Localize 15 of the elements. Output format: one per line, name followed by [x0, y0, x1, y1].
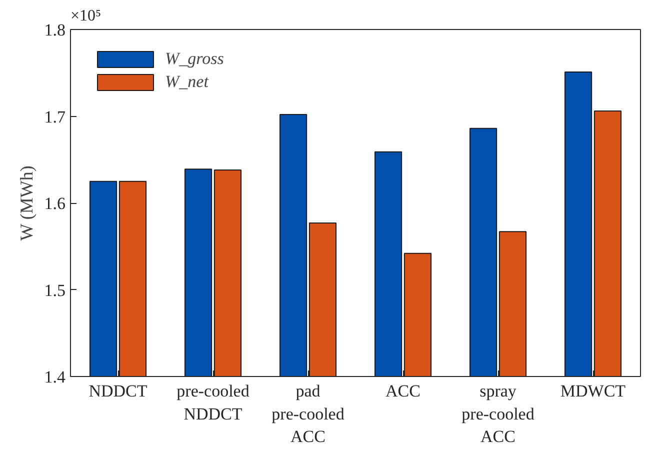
x-tick-label: pre-cooled NDDCT: [176, 382, 250, 424]
x-tick-label: NDDCT: [88, 382, 148, 400]
y-tick-label: 1.4: [44, 368, 66, 386]
y-tick-label: 1.7: [44, 107, 66, 126]
x-tick-label: MDWCT: [560, 382, 626, 400]
y-tick-label: 1.8: [44, 20, 66, 40]
legend-label: W_gross: [165, 49, 224, 69]
y-tick-label: 1.5: [44, 280, 66, 300]
y-axis-title: W (MWh): [16, 166, 36, 241]
y-tick-label: 1.6: [44, 194, 66, 213]
legend-label: W_net: [165, 72, 208, 92]
text: ×10⁵: [70, 8, 102, 24]
x-tick-label: pad pre-cooled ACC: [272, 382, 345, 446]
x-tick-label: spray pre-cooled ACC: [462, 382, 535, 446]
x-tick-label: ACC: [386, 382, 420, 400]
